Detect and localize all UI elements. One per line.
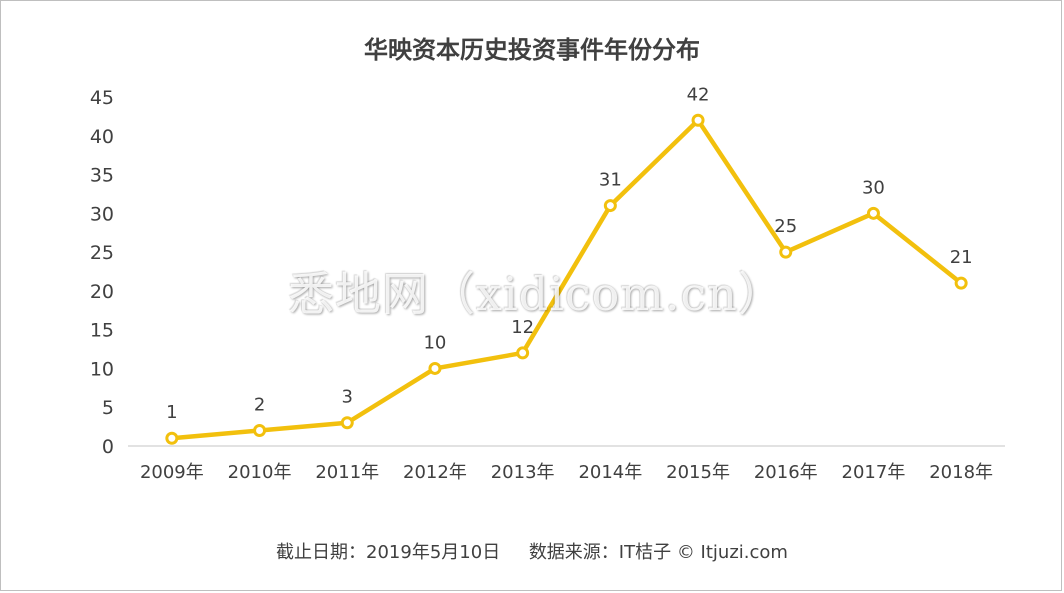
x-tick-label: 2010年: [228, 462, 292, 483]
watermark: 悉地网（xidicom.cn）: [288, 267, 785, 321]
y-tick-label: 5: [102, 397, 114, 419]
x-tick-label: 2012年: [403, 462, 467, 483]
chart-footer: 截止日期：2019年5月10日 数据来源：IT桔子 © Itjuzi.com: [0, 538, 1064, 564]
x-tick-label: 2009年: [140, 462, 204, 483]
y-tick-label: 15: [90, 320, 114, 342]
data-label: 1: [166, 402, 177, 423]
x-tick-label: 2017年: [842, 462, 906, 483]
x-tick-label: 2011年: [315, 462, 379, 483]
x-tick-label: 2013年: [491, 462, 555, 483]
y-tick-label: 10: [90, 358, 114, 380]
y-tick-label: 35: [90, 165, 114, 187]
data-point: [954, 276, 968, 290]
x-tick-label: 2016年: [754, 462, 818, 483]
x-tick-label: 2018年: [929, 462, 993, 483]
data-point: [866, 206, 880, 220]
footer-date: 截止日期：2019年5月10日: [276, 542, 501, 563]
data-point: [428, 361, 442, 375]
data-point: [253, 423, 267, 437]
y-tick-label: 25: [90, 242, 114, 264]
data-label: 30: [862, 177, 885, 198]
x-tick-label: 2015年: [666, 462, 730, 483]
y-tick-label: 40: [90, 126, 114, 148]
data-label: 12: [511, 317, 534, 338]
data-point: [516, 346, 530, 360]
data-label: 31: [599, 170, 622, 191]
data-point: [603, 199, 617, 213]
y-tick-label: 0: [102, 436, 114, 458]
chart-title: 华映资本历史投资事件年份分布: [364, 36, 700, 64]
data-label: 25: [774, 216, 797, 237]
data-label: 21: [950, 247, 973, 268]
x-axis: 2009年 2010年 2011年 2012年 2013年 2014年 2015年 2016年…: [128, 445, 1005, 483]
x-tick-label: 2014年: [578, 462, 642, 483]
data-label: 3: [342, 387, 353, 408]
data-label: 42: [687, 84, 710, 105]
y-axis: 0 5 10 15 20 25 30 35 40 45: [90, 87, 114, 458]
data-point: [779, 245, 793, 259]
series-line: [169, 118, 964, 441]
data-label: 10: [423, 332, 446, 353]
data-point: [340, 416, 354, 430]
data-point: [165, 431, 179, 445]
y-tick-label: 45: [90, 87, 114, 109]
series-line-group: [165, 113, 968, 445]
y-tick-label: 20: [90, 281, 114, 303]
footer-source: 数据来源：IT桔子 © Itjuzi.com: [528, 542, 788, 563]
data-label: 2: [254, 394, 265, 415]
y-tick-label: 30: [90, 203, 114, 225]
data-point: [691, 113, 705, 127]
